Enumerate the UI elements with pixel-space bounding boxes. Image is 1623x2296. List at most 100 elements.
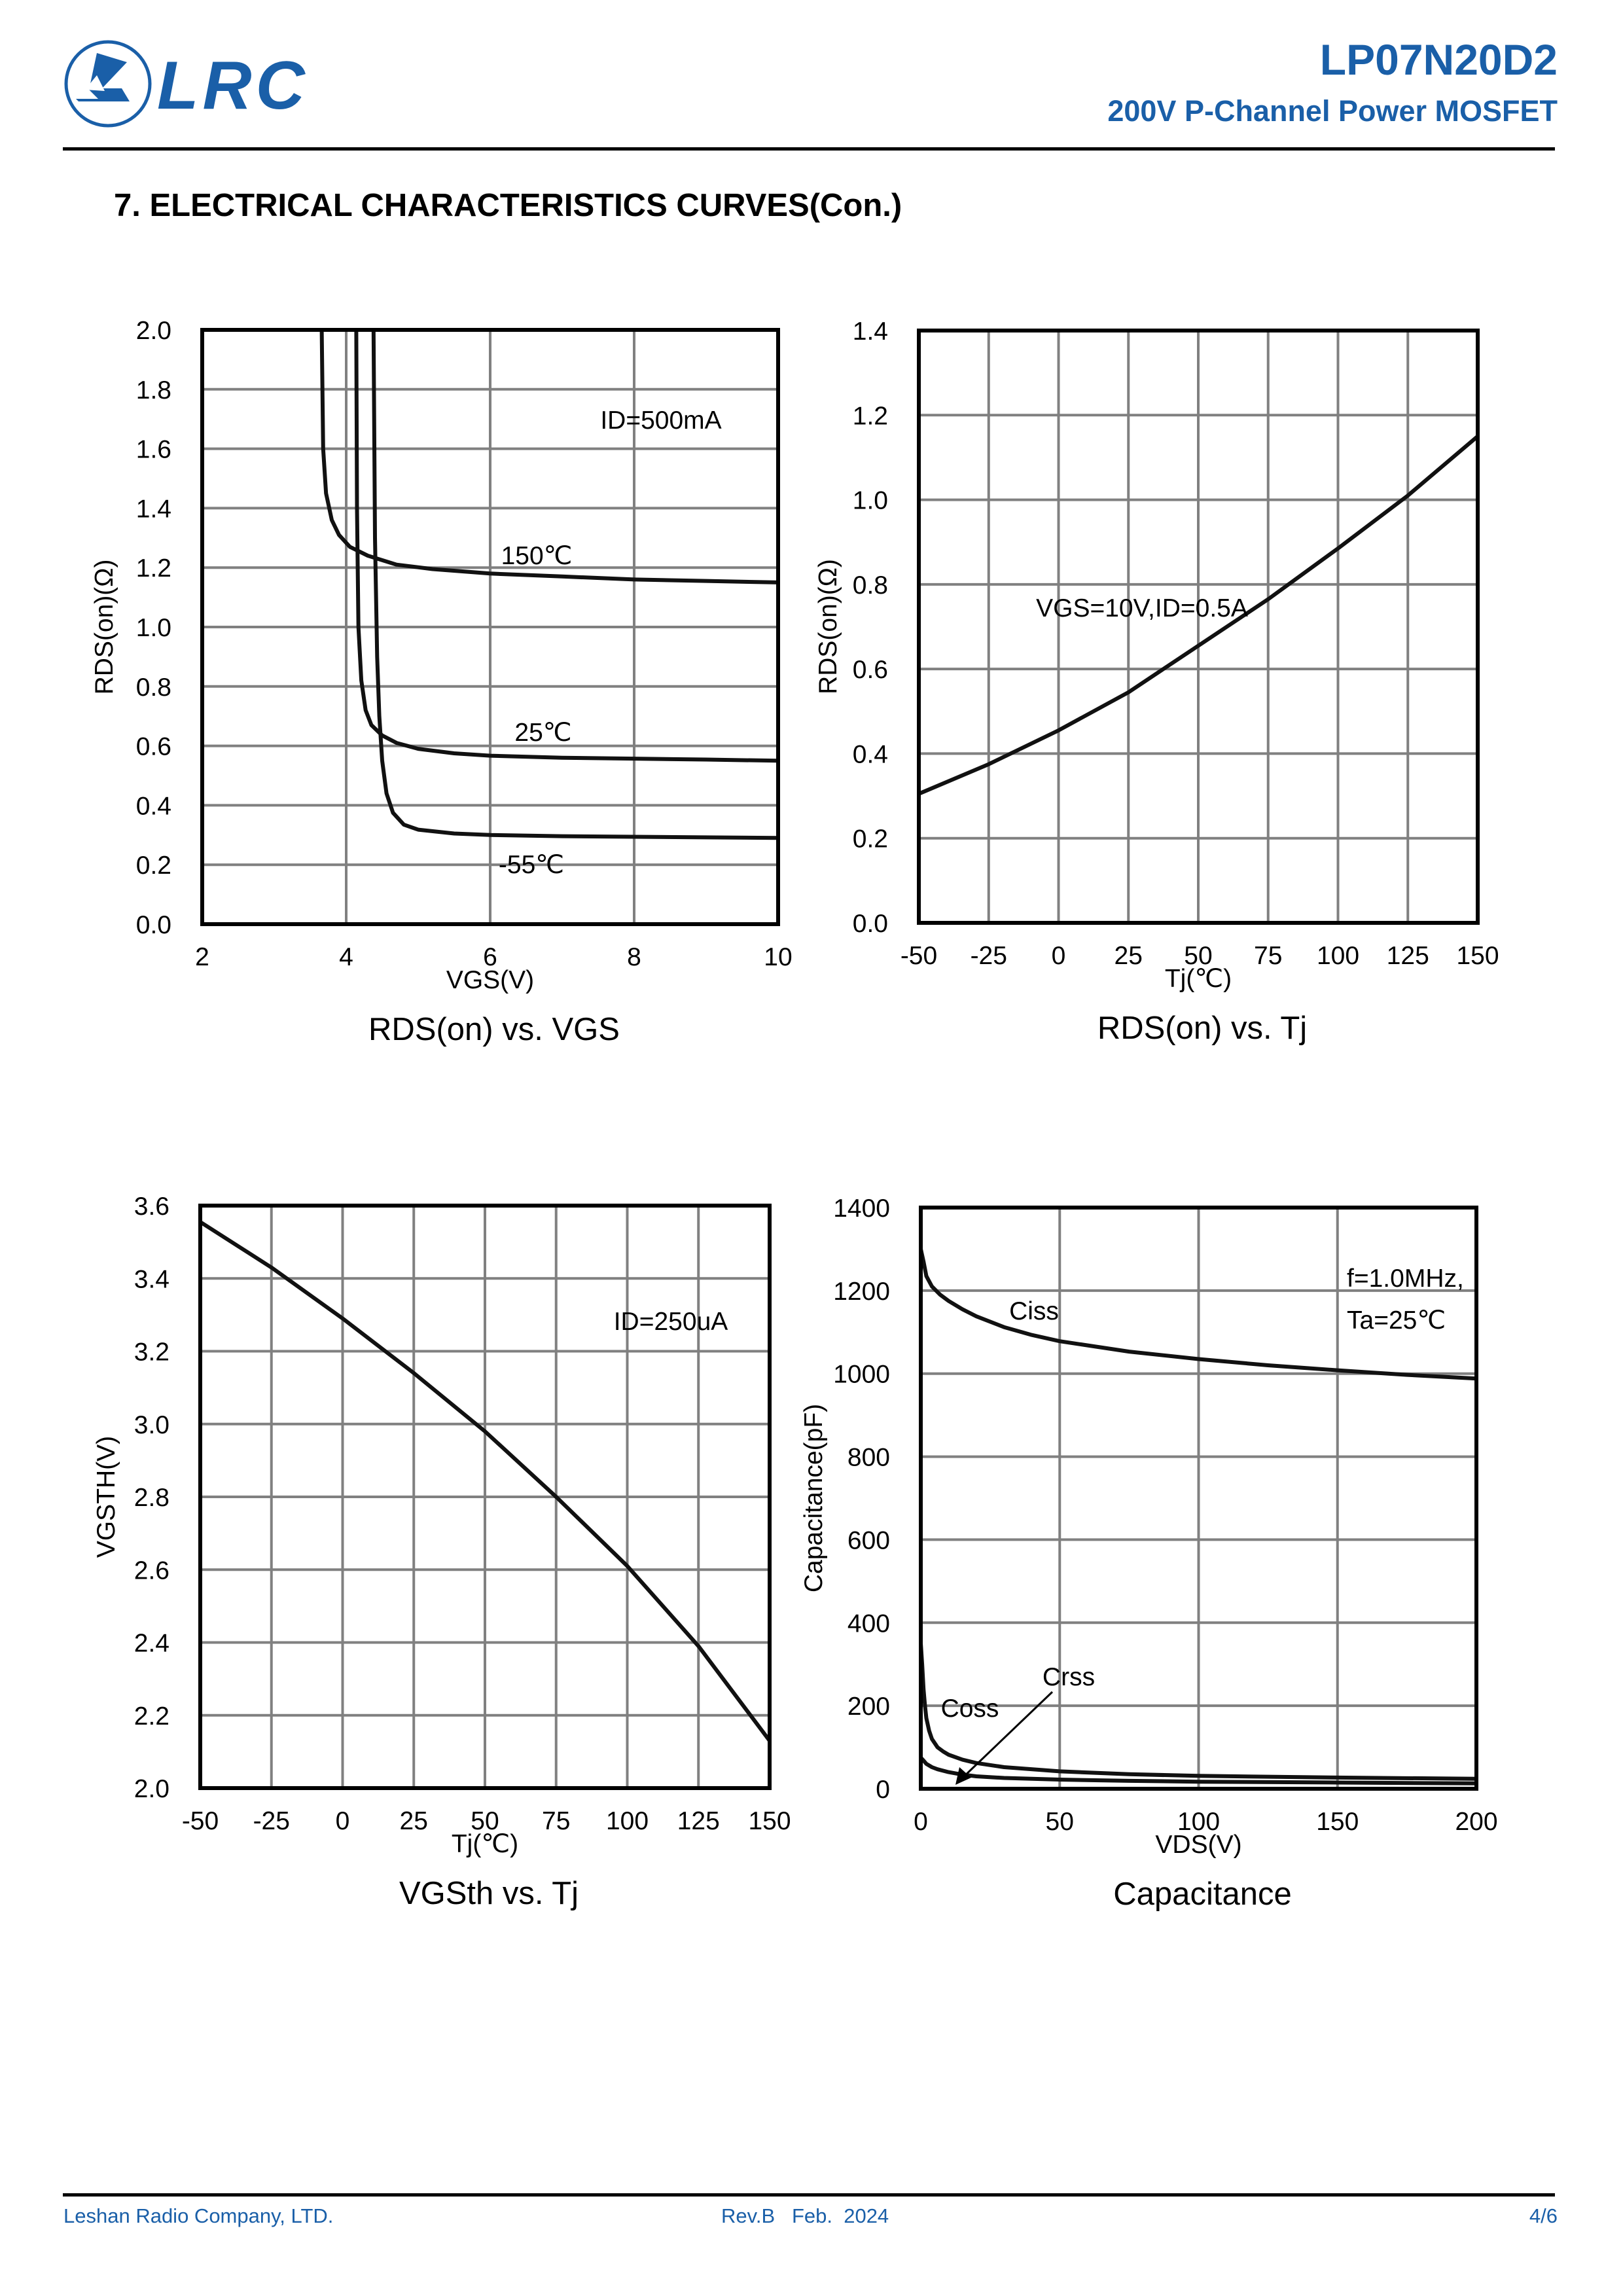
x-tick-label: 125	[677, 1807, 720, 1835]
footer-revision: Rev.B Feb. 2024	[721, 2204, 889, 2227]
y-tick-label: 2.0	[134, 1775, 169, 1803]
y-tick-label: 0.2	[136, 852, 171, 880]
x-tick-label: 4	[339, 943, 353, 971]
y-tick-label: 2.8	[134, 1484, 169, 1512]
chart-annotation: ID=250uA	[614, 1308, 728, 1336]
y-tick-label: 0.4	[853, 740, 888, 768]
x-tick-label: 100	[1177, 1808, 1220, 1836]
y-tick-label: 3.0	[134, 1411, 169, 1439]
y-tick-label: 0.0	[136, 911, 171, 939]
y-axis-label: RDS(on)(Ω)	[814, 559, 842, 694]
series-line-vgsth	[198, 1220, 772, 1743]
y-tick-label: 1000	[833, 1361, 890, 1389]
crss-pointer-arrow	[961, 1691, 1054, 1780]
part-number: LP07N20D2	[1319, 35, 1558, 84]
chart-3: -50 -25 0 25 50 75 100 125 150 2.0 2.2 2.4 2.6 2.8 3.0…	[92, 1193, 791, 1911]
y-tick-label: 0.2	[853, 825, 888, 853]
x-tick-label: 10	[764, 943, 792, 971]
y-tick-label: 0.8	[853, 571, 888, 600]
y-tick-label: 1.4	[853, 317, 888, 346]
y-tick-label: 2.0	[136, 317, 171, 345]
x-tick-label: -50	[901, 942, 937, 970]
y-tick-label: 2.2	[134, 1702, 169, 1731]
y-axis-label: Capacitance(pF)	[800, 1404, 828, 1592]
chart-title: VGSth vs. Tj	[399, 1876, 579, 1911]
y-tick-label: 1400	[833, 1194, 890, 1223]
plot-border	[919, 1206, 1478, 1791]
y-tick-label: 1.6	[136, 436, 171, 464]
y-tick-label: 400	[847, 1609, 890, 1638]
chart-2: -50 -25 0 25 50 75 100 125 150 0.0 0.2 0.4 0.6 0.8 1.0…	[814, 317, 1499, 1046]
y-tick-label: 2.6	[134, 1556, 169, 1585]
x-tick-label: 0	[1052, 942, 1066, 970]
x-tick-label: 0	[914, 1808, 928, 1836]
chart-annotation: VGS=10V,ID=0.5A	[1036, 594, 1248, 622]
x-tick-label: -25	[253, 1807, 290, 1835]
x-tick-label: 0	[336, 1807, 350, 1835]
x-axis-label: VGS(V)	[446, 966, 534, 994]
y-tick-label: 0.8	[136, 673, 171, 702]
x-axis-label: VDS(V)	[1155, 1831, 1241, 1859]
y-tick-label: 0	[876, 1776, 890, 1804]
y-tick-label: 3.2	[134, 1338, 169, 1367]
series-label: Ciss	[1009, 1297, 1059, 1325]
series-line-ciss	[919, 1247, 1478, 1381]
y-tick-label: 0.6	[136, 733, 171, 761]
chart-title: RDS(on) vs. VGS	[368, 1012, 620, 1047]
x-tick-label: 125	[1387, 942, 1429, 970]
series-label: -55℃	[499, 851, 564, 879]
plot-border	[917, 329, 1480, 925]
x-tick-label: 2	[195, 943, 209, 971]
y-tick-label: 800	[847, 1444, 890, 1472]
y-tick-label: 0.0	[853, 910, 888, 938]
header-divider	[63, 147, 1555, 151]
y-tick-label: 3.4	[134, 1265, 169, 1293]
logo-circle	[64, 40, 152, 128]
x-tick-label: 75	[542, 1807, 570, 1835]
y-tick-label: 2.4	[134, 1630, 169, 1658]
series-label: Crss	[1043, 1663, 1095, 1691]
x-tick-label: 150	[1456, 942, 1499, 970]
y-axis-label: VGSTH(V)	[92, 1436, 120, 1558]
y-tick-label: 3.6	[134, 1193, 169, 1221]
series-label: 25℃	[514, 719, 571, 747]
plot-border	[200, 328, 780, 926]
series-line-crss	[919, 1755, 1478, 1785]
y-tick-label: 1.2	[853, 402, 888, 430]
y-tick-label: 600	[847, 1526, 890, 1554]
footer-divider	[63, 2193, 1555, 2197]
x-tick-label: 200	[1455, 1808, 1497, 1836]
x-tick-label: 25	[400, 1807, 428, 1835]
x-tick-label: -25	[971, 942, 1007, 970]
x-axis-label: Tj(℃)	[1165, 965, 1232, 993]
x-tick-label: 75	[1254, 942, 1282, 970]
x-tick-label: 50	[1046, 1808, 1074, 1836]
document-subtitle: 200V P-Channel Power MOSFET	[1107, 94, 1558, 128]
series-line-coss	[919, 1641, 1478, 1781]
y-tick-label: 1.0	[136, 614, 171, 642]
footer-page-number: 4/6	[1529, 2204, 1558, 2227]
y-tick-label: 1.2	[136, 554, 171, 583]
chart-annotation: ID=500mA	[600, 406, 721, 435]
logo-text: LRC	[157, 48, 309, 124]
series-line--55	[371, 328, 780, 840]
y-tick-label: 0.4	[136, 792, 171, 820]
lrc-logo: LRC	[59, 36, 321, 134]
y-tick-label: 1200	[833, 1278, 890, 1306]
plot-border	[198, 1204, 772, 1790]
x-tick-label: 25	[1115, 942, 1143, 970]
y-tick-label: 1.0	[853, 487, 888, 515]
y-tick-label: 1.8	[136, 376, 171, 404]
x-tick-label: 50	[1184, 942, 1212, 970]
chart-title: Capacitance	[1113, 1876, 1291, 1912]
y-tick-label: 1.4	[136, 495, 171, 523]
y-tick-label: 0.6	[853, 656, 888, 684]
arrow-head-icon	[955, 1767, 971, 1785]
footer-company: Leshan Radio Company, LTD.	[63, 2204, 334, 2227]
x-tick-label: 150	[748, 1807, 791, 1835]
chart-1: 2 4 6 8 10 0.0 0.2 0.4 0.6 0.8 1.0 1.2 1.4 1.6 1.8 2.0 I…	[90, 317, 793, 1047]
section-title: 7. ELECTRICAL CHARACTERISTICS CURVES(Con…	[114, 188, 902, 223]
series-label: 150℃	[501, 542, 573, 570]
x-tick-label: -50	[182, 1807, 219, 1835]
